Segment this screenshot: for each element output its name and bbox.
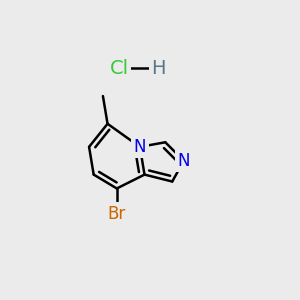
Text: H: H xyxy=(151,59,166,78)
Text: Cl: Cl xyxy=(110,59,129,78)
Text: N: N xyxy=(178,152,190,170)
Text: N: N xyxy=(134,138,146,156)
Text: Br: Br xyxy=(108,205,126,223)
